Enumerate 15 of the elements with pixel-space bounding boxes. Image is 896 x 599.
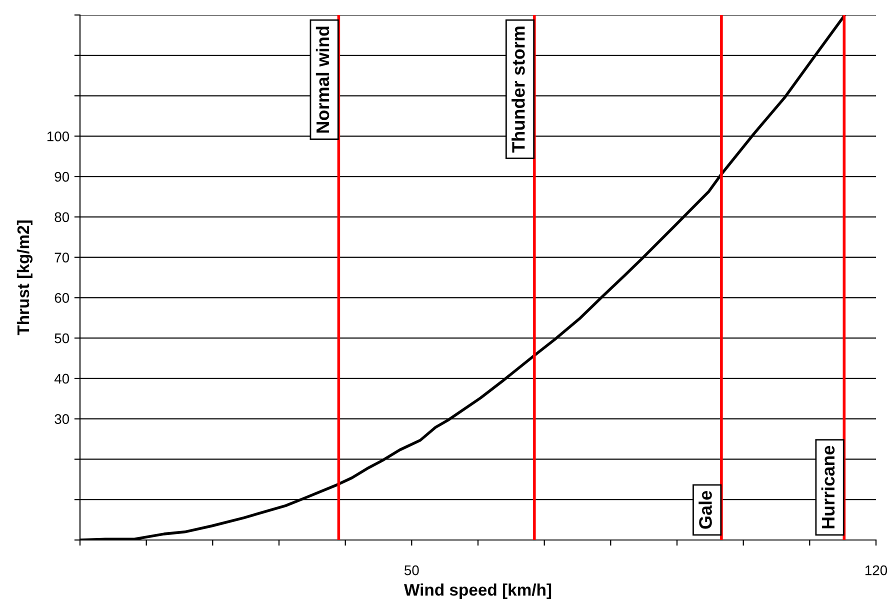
ref-line-label: Normal wind: [316, 26, 330, 133]
y-tick-label: 90: [54, 172, 70, 182]
ref-line-label: Gale: [698, 490, 712, 529]
y-tick-label: 50: [54, 333, 70, 344]
y-tick-label: 60: [54, 293, 70, 303]
y-tick-label: 40: [54, 374, 70, 384]
x-axis-title: Wind speed [km/h]: [404, 584, 552, 599]
y-tick-label: 70: [54, 252, 70, 262]
y-tick-label: 30: [54, 414, 70, 424]
ref-line-label: Thunder storm: [512, 26, 525, 153]
y-axis-title: Thrust [kg/m2]: [16, 220, 33, 336]
x-tick-label: 120: [865, 565, 888, 576]
y-tick-label: 80: [54, 212, 70, 222]
y-tick-label: 100: [47, 131, 70, 142]
ref-line-label: Hurricane: [821, 446, 835, 528]
